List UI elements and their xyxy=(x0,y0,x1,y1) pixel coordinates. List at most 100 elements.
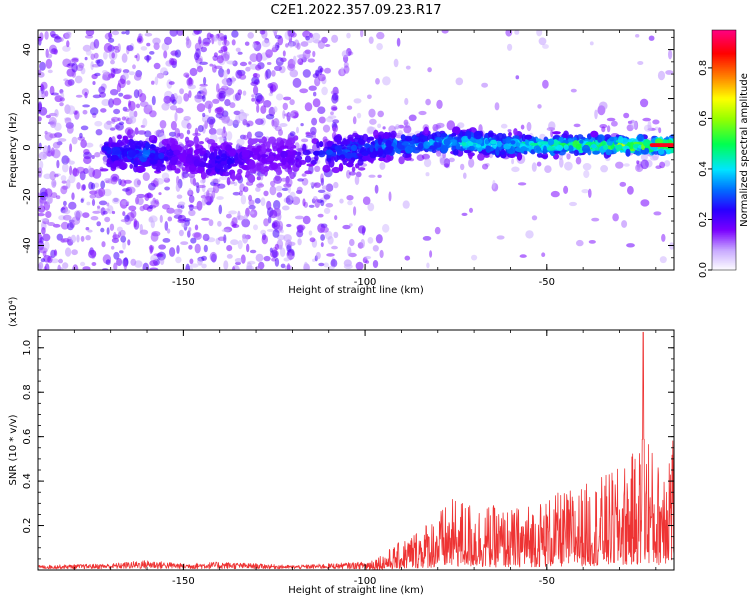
spectrogram-noise-blob xyxy=(224,99,231,107)
spectrogram-noise-blob xyxy=(272,229,280,238)
colorbar-strip xyxy=(712,202,736,205)
spectrogram-noise-blob xyxy=(85,227,90,231)
spectrogram-noise-blob xyxy=(223,70,228,79)
spectrogram-noise-blob xyxy=(235,47,241,52)
spectrogram-ridge-blob xyxy=(521,133,527,142)
spectrogram-noise-blob xyxy=(308,204,315,208)
colorbar-strip xyxy=(712,264,736,267)
snr-x-ticks: -150 -100 -50 xyxy=(37,330,657,587)
spectrogram-noise-blob xyxy=(324,44,331,47)
spectrogram-noise-blob xyxy=(360,238,366,249)
spectrogram-noise-blob xyxy=(201,197,207,206)
spectrogram-ridge-blob xyxy=(99,168,109,172)
spectrogram-noise-blob xyxy=(96,221,101,227)
spectrogram-noise-blob xyxy=(208,219,214,227)
spectrogram-noise-blob xyxy=(294,142,300,151)
spectrogram-noise-blob xyxy=(250,81,259,87)
spectrogram-noise-blob xyxy=(507,129,512,133)
spectrogram-noise-blob xyxy=(347,200,353,206)
spectrogram-noise-blob xyxy=(85,142,94,148)
spectrogram-ridge-blob xyxy=(158,152,165,160)
spectrogram-noise-blob xyxy=(194,93,203,103)
spectrogram-noise-blob xyxy=(59,37,64,42)
spectrogram-noise-blob xyxy=(382,223,390,233)
spectrogram-noise-blob xyxy=(208,103,212,114)
spectrogram-noise-blob xyxy=(416,154,425,161)
colorbar-strip xyxy=(712,96,736,99)
spectrogram-ridge-blob xyxy=(199,141,204,145)
spectrogram-ridge-blob xyxy=(350,144,358,152)
spectrogram-noise-blob xyxy=(162,204,170,210)
spectrogram-noise-blob xyxy=(265,49,273,58)
spectrogram-noise-blob xyxy=(71,192,75,200)
colorbar-strip xyxy=(712,208,736,211)
spectrogram-noise-blob xyxy=(148,182,156,191)
colorbar-strip xyxy=(712,216,736,219)
spectrogram-ridge-blob xyxy=(423,126,429,135)
spectrogram-noise-blob xyxy=(283,183,292,188)
colorbar-strip xyxy=(712,30,736,33)
spectrogram-noise-blob xyxy=(218,204,223,215)
colorbar-strip xyxy=(712,142,736,145)
spectrogram-noise-blob xyxy=(64,79,73,87)
spectrogram-noise-blob xyxy=(280,57,287,63)
spectrogram-noise-blob xyxy=(196,103,206,113)
spectrogram-noise-blob xyxy=(164,186,171,191)
spectrogram-noise-blob xyxy=(283,96,292,101)
spectrogram-ridge-blob xyxy=(289,171,296,180)
spectrogram-ridge-blob xyxy=(642,139,651,147)
spectrogram-noise-blob xyxy=(425,172,430,177)
spectrogram-noise-blob xyxy=(88,165,92,174)
spectrogram-noise-blob xyxy=(226,254,233,259)
spectrogram-noise-blob xyxy=(525,230,534,239)
spectrogram-noise-blob xyxy=(324,67,331,74)
colorbar-strip xyxy=(712,198,736,201)
colorbar-strip xyxy=(712,140,736,143)
spectrogram-ridge-blob xyxy=(325,149,333,155)
colorbar-strip xyxy=(712,238,736,241)
spectrogram-noise-blob xyxy=(323,194,331,200)
colorbar-tick-label: 0.6 xyxy=(698,110,709,126)
spectrogram-noise-blob xyxy=(71,136,78,145)
spectrogram-noise-blob xyxy=(176,95,183,105)
spectrogram-ridge-blob xyxy=(541,152,549,160)
spectrogram-noise-blob xyxy=(118,231,122,238)
spectrogram-noise-blob xyxy=(531,215,538,221)
spectrogram-noise-blob xyxy=(368,174,376,178)
spectrogram-noise-blob xyxy=(149,51,155,55)
spectrogram-ridge-blob xyxy=(173,149,181,156)
spectrogram-ridge-blob xyxy=(310,160,317,165)
spectrogram-ridge-blob xyxy=(368,136,375,141)
spectrogram-noise-blob xyxy=(654,126,660,131)
spectrogram-noise-blob xyxy=(149,110,157,118)
spectrogram-noise-blob xyxy=(188,195,195,203)
spectrogram-noise-blob xyxy=(183,72,190,78)
spectrogram-noise-blob xyxy=(309,237,316,243)
colorbar-strip xyxy=(712,256,736,259)
colorbar-strip xyxy=(712,102,736,105)
spectrogram-ridge-blob xyxy=(181,151,187,159)
spectrogram-ridge-blob xyxy=(516,152,523,161)
spectrogram-noise-blob xyxy=(180,241,189,246)
spectrogram-noise-blob xyxy=(113,262,118,270)
spectrogram-ridge-blob xyxy=(250,138,258,144)
spectrogram-noise-blob xyxy=(317,189,326,193)
y-tick-label: 0.4 xyxy=(22,473,33,489)
spectrogram-noise-blob xyxy=(166,207,175,214)
spectrogram-ridge-blob xyxy=(440,144,449,153)
colorbar-strip xyxy=(712,254,736,257)
spectrogram-noise-blob xyxy=(314,198,321,208)
spectrogram-noise-blob xyxy=(234,258,243,263)
spectrogram-noise-blob xyxy=(369,118,377,125)
spectrogram-ridge-blob xyxy=(293,135,299,141)
colorbar-strip xyxy=(712,82,736,85)
spectrogram-ridge-blob xyxy=(451,132,457,137)
spectrogram-noise-blob xyxy=(279,123,288,127)
spectrogram-noise-blob xyxy=(76,182,81,190)
spectrogram-noise-blob xyxy=(92,210,101,214)
colorbar-strip xyxy=(712,128,736,131)
spectrogram-ridge-blob xyxy=(547,138,555,146)
colorbar: 0.0 0.2 0.4 0.6 0.8 Normalized spectral ampl… xyxy=(698,29,750,278)
spectrogram-ridge-blob xyxy=(333,135,343,143)
spectrogram-noise-blob xyxy=(189,204,194,211)
